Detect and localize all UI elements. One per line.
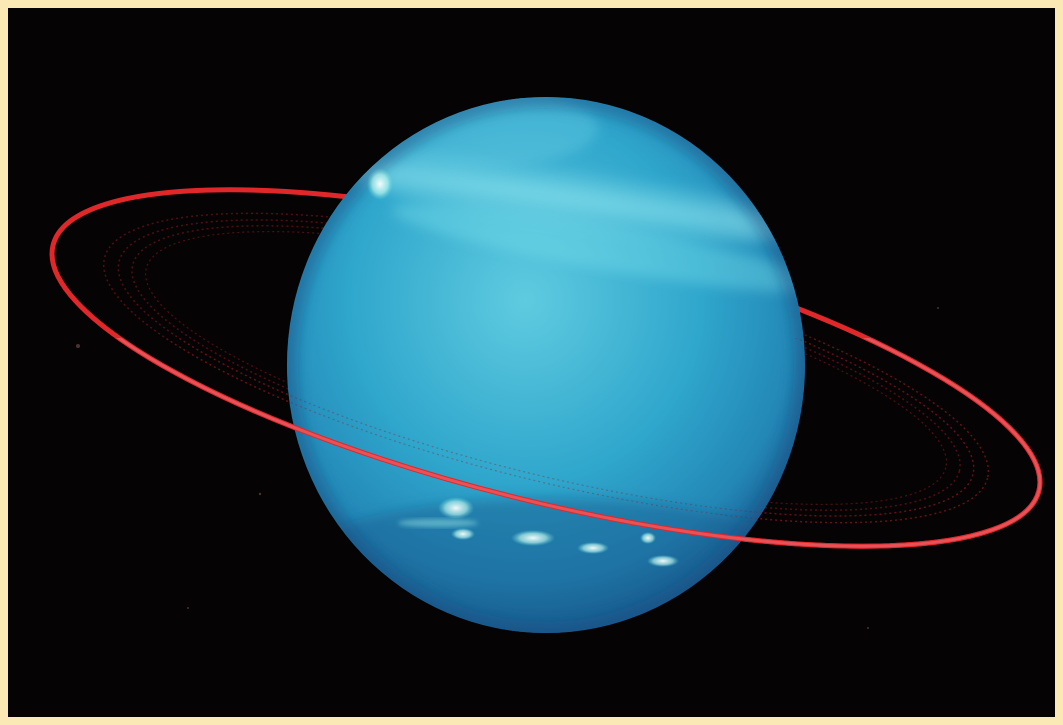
inner-rings-front [103, 338, 989, 524]
storm-spot [511, 530, 555, 546]
storm-spot-upper [367, 168, 393, 200]
stars [76, 307, 939, 629]
storm-spot [640, 532, 656, 544]
epsilon-ring-front [49, 338, 1043, 549]
storm-spot-bright [438, 497, 474, 519]
storm-streak [398, 519, 478, 527]
storm-spot [647, 555, 679, 567]
storm-spot [577, 542, 609, 554]
storm-spot [451, 528, 475, 540]
planet-photo [8, 8, 1055, 717]
